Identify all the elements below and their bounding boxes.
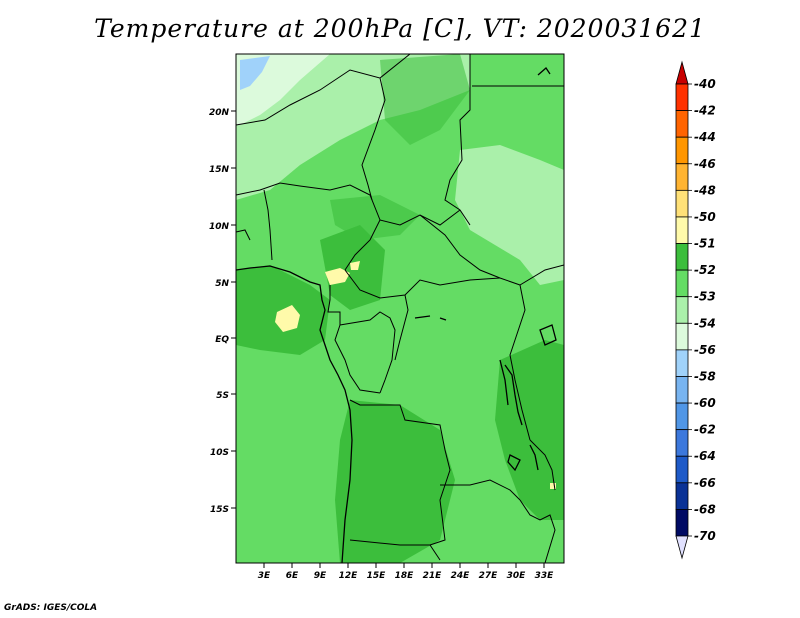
lat-label-15n: 15N (209, 165, 230, 175)
colorbar-box (675, 269, 689, 298)
lon-label-3e: 3E (258, 571, 271, 581)
lat-label-5s: 5S (216, 391, 229, 401)
colorbar-label: -60 (694, 396, 716, 410)
field-region-58 (240, 56, 270, 90)
colorbar-label: -58 (694, 369, 716, 383)
lon-label-18e: 18E (395, 571, 415, 581)
colorbar-box (675, 376, 689, 404)
colorbar-label: -68 (694, 502, 716, 516)
map-frame (235, 53, 565, 564)
colorbar-box (675, 163, 689, 191)
colorbar-box (675, 349, 689, 377)
lon-label-30e: 30E (507, 571, 527, 581)
grads-credit: GrADS: IGES/COLA (4, 603, 98, 613)
field-region-51-c (350, 261, 360, 270)
lon-label-6e: 6E (286, 571, 299, 581)
lat-label-15s: 15S (210, 505, 229, 515)
lon-label-21e: 21E (423, 571, 443, 581)
field-region-51-a (275, 305, 300, 332)
colorbar-label: -40 (694, 77, 716, 91)
colorbar-box (675, 83, 689, 111)
colorbar-label: -54 (694, 316, 716, 330)
lon-label-12e: 12E (339, 571, 359, 581)
lon-label-27e: 27E (479, 571, 499, 581)
field-region-52-north (380, 54, 470, 145)
colorbar-label: -62 (694, 423, 716, 437)
colorbar-box (675, 429, 689, 457)
colorbar-tip-bottom (675, 535, 689, 560)
temperature-field (236, 54, 564, 563)
lon-label-33e: 33E (535, 571, 555, 581)
colorbar-label: -50 (694, 210, 716, 224)
colorbar: -40 -42 -44 -46 -48 -50 -51 -52 -53 -54 -56 -58 -60 -… (675, 60, 716, 560)
field-region-54-ne (455, 145, 564, 285)
colorbar-label: -66 (694, 476, 716, 490)
longitude-axis: 3E 6E 9E 12E 15E 18E 21E 24E 27E 30E 33E (258, 563, 554, 581)
lat-label-eq: EQ (215, 335, 229, 345)
lat-label-5n: 5N (215, 279, 229, 289)
field-region-51-b (325, 268, 350, 285)
colorbar-box (675, 296, 689, 324)
colorbar-box (675, 243, 689, 271)
lon-label-9e: 9E (314, 571, 327, 581)
colorbar-box (675, 322, 689, 351)
colorbar-label: -48 (694, 183, 716, 197)
colorbar-label: -52 (694, 263, 716, 277)
field-region-52-sahel (330, 195, 420, 240)
colorbar-label: -56 (694, 343, 716, 357)
country-borders (236, 54, 564, 563)
colorbar-box (675, 482, 689, 510)
colorbar-box (675, 455, 689, 484)
field-region-52-south (335, 400, 455, 563)
colorbar-label: -42 (694, 104, 716, 118)
colorbar-box (675, 509, 689, 537)
colorbar-box (675, 189, 689, 218)
colorbar-label: -70 (694, 529, 716, 543)
colorbar-box (675, 110, 689, 138)
latitude-axis: 20N 15N 10N 5N EQ 5S 10S 15S (209, 108, 236, 515)
colorbar-tip-top (675, 60, 689, 85)
field-region-52-east (495, 340, 564, 520)
coastline-lakes (236, 67, 557, 563)
colorbar-label: -51 (694, 237, 716, 251)
lat-label-10s: 10S (210, 448, 229, 458)
colorbar-label: -64 (694, 449, 716, 463)
colorbar-label: -44 (694, 130, 716, 144)
chart-title: Temperature at 200hPa [C], VT: 202003162… (94, 14, 706, 43)
colorbar-box (675, 216, 689, 244)
colorbar-label: -46 (694, 157, 716, 171)
colorbar-label: -53 (694, 290, 716, 304)
colorbar-box (675, 136, 689, 165)
lat-label-10n: 10N (209, 222, 230, 232)
colorbar-box (675, 402, 689, 431)
lon-label-15e: 15E (367, 571, 387, 581)
lat-label-20n: 20N (209, 108, 230, 118)
lon-label-24e: 24E (451, 571, 471, 581)
